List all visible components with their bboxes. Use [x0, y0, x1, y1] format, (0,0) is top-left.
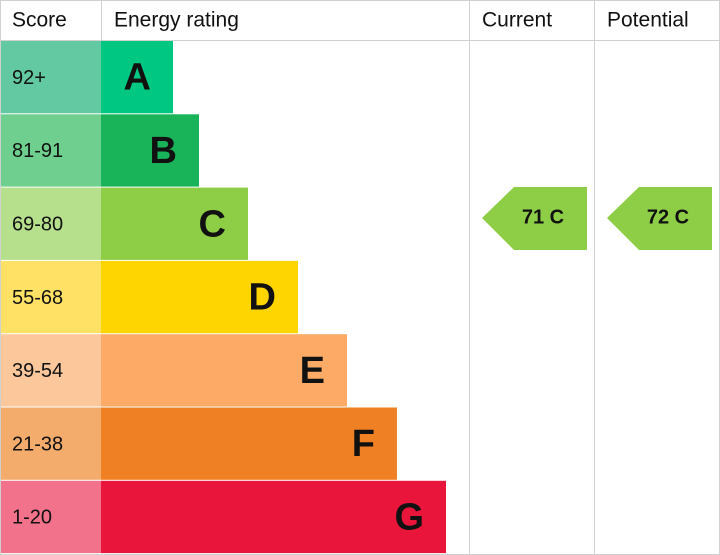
rating-letter: C — [199, 203, 226, 245]
rating-bar — [101, 114, 199, 187]
score-label: 92+ — [12, 67, 46, 89]
rating-letter: D — [249, 277, 276, 319]
rating-letter: G — [394, 496, 424, 538]
score-cell — [0, 407, 101, 480]
score-label: 55-68 — [12, 287, 63, 309]
score-cell — [0, 480, 101, 554]
header-score: Score — [12, 9, 67, 32]
score-label: 1-20 — [12, 507, 52, 529]
header-energy-rating: Energy rating — [114, 9, 239, 32]
rating-bar — [101, 187, 248, 260]
potential-rating: 72 C — [647, 206, 689, 228]
potential-arrow — [607, 187, 712, 250]
rating-letter: B — [150, 130, 177, 172]
rating-bar — [101, 334, 347, 407]
score-cell — [0, 41, 101, 114]
score-cell — [0, 114, 101, 187]
score-label: 21-38 — [12, 433, 63, 455]
current-arrow — [482, 187, 587, 250]
rating-letter: F — [352, 423, 375, 465]
score-label: 39-54 — [12, 360, 63, 382]
score-cell — [0, 334, 101, 407]
rating-rows: 92+ A 81-91 B 69-80 C 55-68 D 39-54 E 21-38 F 1-20 G — [0, 41, 446, 554]
rating-bar — [101, 480, 446, 554]
rating-bar — [101, 407, 397, 480]
rating-bar — [101, 41, 173, 114]
current-rating: 71 C — [522, 206, 564, 228]
rating-bar — [101, 260, 298, 334]
rating-letter: E — [300, 350, 325, 392]
score-cell — [0, 187, 101, 260]
header-potential: Potential — [607, 9, 689, 32]
rating-letter: A — [124, 57, 151, 99]
score-label: 81-91 — [12, 140, 63, 162]
score-label: 69-80 — [12, 214, 63, 236]
header-current: Current — [482, 9, 552, 32]
score-cell — [0, 260, 101, 334]
